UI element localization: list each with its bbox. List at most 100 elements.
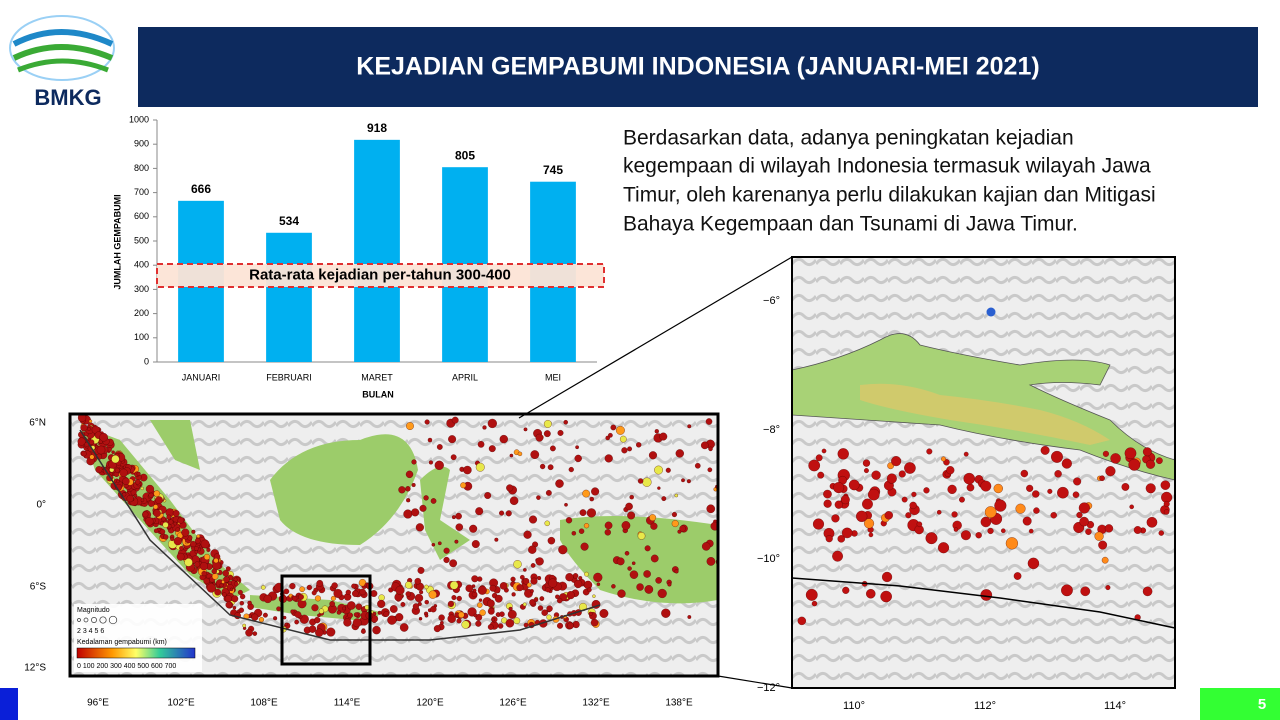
epicenter xyxy=(148,500,155,507)
epicenter xyxy=(114,467,120,473)
epicenter xyxy=(355,603,363,610)
slide-title: KEJADIAN GEMPABUMI INDONESIA (JANUARI-ME… xyxy=(356,53,1039,81)
epicenter xyxy=(648,451,658,460)
epicenter xyxy=(225,601,233,609)
epicenter xyxy=(191,529,196,534)
epicenter xyxy=(1085,528,1092,535)
epicenter xyxy=(203,577,210,585)
epicenter xyxy=(548,578,558,588)
epicenter xyxy=(1022,516,1032,526)
corner-block xyxy=(0,688,18,720)
epicenter xyxy=(201,570,207,577)
epicenter xyxy=(403,509,413,519)
epicenter xyxy=(318,608,324,614)
y-tick-label: 100 xyxy=(134,332,149,342)
epicenter xyxy=(213,558,219,564)
epicenter xyxy=(513,617,521,625)
epicenter xyxy=(455,512,462,520)
epicenter xyxy=(923,487,930,494)
epicenter xyxy=(1026,484,1034,492)
epicenter xyxy=(239,593,246,600)
epicenter xyxy=(252,631,258,636)
epicenter xyxy=(1128,458,1141,471)
epicenter xyxy=(1072,491,1080,498)
epicenter xyxy=(111,455,120,464)
epicenter xyxy=(168,519,174,525)
epicenter xyxy=(133,493,138,498)
epicenter xyxy=(461,620,470,629)
epicenter xyxy=(199,562,208,571)
epicenter xyxy=(629,494,634,500)
epicenter xyxy=(116,479,120,484)
epicenter xyxy=(898,470,906,478)
epicenter xyxy=(642,477,652,487)
epicenter xyxy=(821,448,827,454)
epicenter xyxy=(317,613,321,618)
epicenter xyxy=(1033,507,1040,514)
epicenter xyxy=(547,464,554,471)
epicenter xyxy=(817,471,825,479)
epicenter xyxy=(864,518,875,529)
epicenter xyxy=(237,589,243,595)
epicenter xyxy=(579,509,587,516)
zoom-box xyxy=(280,574,372,666)
epicenter xyxy=(808,459,821,472)
epicenter xyxy=(200,539,210,549)
epicenter xyxy=(891,456,902,467)
lat-label: −6° xyxy=(763,295,780,307)
epicenter xyxy=(994,499,1007,512)
epicenter xyxy=(1061,584,1073,597)
epicenter xyxy=(571,531,577,536)
epicenter xyxy=(960,530,971,541)
epicenter xyxy=(604,529,611,536)
epicenter xyxy=(1051,450,1063,463)
epicenter xyxy=(424,613,429,618)
epicenter xyxy=(311,604,319,612)
epicenter xyxy=(636,583,644,591)
epicenter xyxy=(473,613,478,618)
epicenter xyxy=(657,486,661,490)
epicenter xyxy=(122,477,130,485)
epicenter xyxy=(627,566,632,571)
epicenter xyxy=(451,515,456,520)
epicenter xyxy=(436,444,443,450)
epicenter xyxy=(494,537,499,542)
epicenter xyxy=(880,590,892,603)
epicenter xyxy=(604,521,613,530)
x-tick-label: APRIL xyxy=(452,372,478,382)
epicenter xyxy=(556,597,563,604)
epicenter xyxy=(454,539,459,544)
epicenter xyxy=(478,598,483,602)
epicenter xyxy=(523,622,529,628)
epicenter xyxy=(406,498,411,503)
epicenter xyxy=(953,527,959,532)
epicenter xyxy=(643,570,651,578)
epicenter xyxy=(567,622,574,630)
epicenter xyxy=(867,488,880,501)
title-bar xyxy=(138,27,1258,107)
logo-text: BMKG xyxy=(34,85,101,110)
epicenter xyxy=(674,493,679,498)
epicenter xyxy=(616,557,625,566)
data-label: 534 xyxy=(279,214,299,228)
epicenter xyxy=(1101,556,1109,564)
bar-chart: BULAN JUMLAH GEMPABUMI 0 100 200 300 400 500 6… xyxy=(100,110,605,405)
depth-colorbar xyxy=(76,647,196,659)
epicenter xyxy=(568,466,574,473)
epicenter xyxy=(1160,480,1171,490)
epicenter xyxy=(565,573,574,582)
x-tick-label: JANUARI xyxy=(182,372,221,382)
epicenter xyxy=(175,527,180,532)
epicenter xyxy=(832,550,843,562)
lon-label: 96°E xyxy=(87,698,109,709)
epicenter xyxy=(509,453,514,458)
epicenter xyxy=(194,546,199,551)
epicenter xyxy=(529,599,536,606)
epicenter xyxy=(617,589,626,598)
epicenter xyxy=(308,625,317,633)
epicenter xyxy=(1005,537,1018,550)
epicenter xyxy=(431,542,436,547)
epicenter xyxy=(87,427,91,431)
detail-map: −6° −8° −10° −12° 110° 112° 114° xyxy=(757,256,1176,712)
epicenter xyxy=(456,618,462,624)
